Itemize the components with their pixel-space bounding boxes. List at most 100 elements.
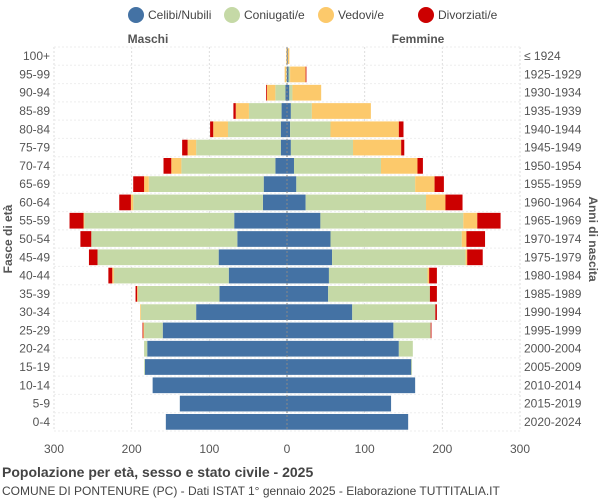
bar-male-coniugati-e [144,359,145,375]
age-group-label: 80-84 [19,122,50,136]
age-group-label: 55-59 [19,214,50,228]
birth-year-label: 1980-1984 [524,269,582,283]
x-tick-label: 100 [355,442,375,456]
bar-male-celibi-nubili [152,377,287,394]
bar-male-celibi-nubili [237,231,287,247]
bar-male-celibi-nubili [280,121,287,138]
bar-male-coniugati-e [275,84,286,101]
bar-male-celibi-nubili [144,359,287,375]
bar-female-celibi-nubili [287,249,333,266]
age-group-label: 5-9 [33,397,51,411]
bar-male-celibi-nubili [228,267,287,284]
bar-female-celibi-nubili [287,66,289,83]
bar-female-coniugati-e [290,139,354,156]
bar-female-coniugati-e [293,157,381,174]
age-group-label: 20-24 [19,342,50,356]
birth-year-label: 1950-1954 [524,159,582,173]
legend-swatch [318,7,334,23]
bar-female-divorziati-e [417,157,423,174]
bar-male-vedovi-e [144,176,149,193]
age-group-label: 70-74 [19,159,50,173]
bar-male-vedovi-e [171,157,182,174]
bar-female-vedovi-e [426,194,446,211]
x-tick-label: 200 [432,442,452,456]
bar-male-coniugati-e [113,267,229,284]
bar-male-coniugati-e [196,139,281,156]
bar-female-coniugati-e [320,212,464,229]
bar-male-coniugati-e [144,322,163,339]
age-group-label: 0-4 [33,415,51,429]
x-tick-label: 300 [510,442,530,456]
age-group-label: 60-64 [19,195,50,209]
bar-male-divorziati-e [182,139,188,156]
bar-female-divorziati-e [429,285,437,302]
bar-male-divorziati-e [119,194,131,211]
bar-female-coniugati-e [296,176,416,193]
bar-male-divorziati-e [80,231,92,247]
bar-female-vedovi-e [292,84,322,101]
bar-female-vedovi-e [311,103,371,119]
bar-male-coniugati-e [148,176,264,193]
legend-label: Coniugati/e [244,8,305,22]
bar-female-divorziati-e [445,194,463,211]
bar-male-divorziati-e [142,322,144,339]
birth-year-label: 1940-1944 [524,122,582,136]
birth-year-label: 1985-1989 [524,287,582,301]
bar-male-divorziati-e [233,103,236,119]
bar-female-coniugati-e [290,103,312,119]
bar-male-coniugati-e [137,285,220,302]
bar-female-divorziati-e [430,322,432,339]
bar-male-coniugati-e [133,194,263,211]
bar-female-vedovi-e [465,249,468,266]
bar-female-celibi-nubili [287,194,306,211]
bar-female-vedovi-e [353,139,402,156]
bar-female-coniugati-e [290,121,331,138]
bar-male-coniugati-e [84,212,235,229]
legend-swatch [224,7,240,23]
bar-female-divorziati-e [305,66,307,83]
bar-male-vedovi-e [140,304,141,321]
bar-male-vedovi-e [284,66,287,83]
bar-male-coniugati-e [181,157,276,174]
males-header: Maschi [128,32,169,46]
birth-year-label: 1995-1999 [524,323,582,337]
bar-male-divorziati-e [69,212,84,229]
bar-male-celibi-nubili [147,340,287,357]
y-axis-title-left: Fasce di età [1,204,15,273]
bar-male-celibi-nubili [275,157,287,174]
birth-year-label: 1955-1959 [524,177,582,191]
bar-female-vedovi-e [427,267,430,284]
bar-male-divorziati-e [133,176,145,193]
bar-male-celibi-nubili [179,395,287,412]
birth-year-label: 1925-1929 [524,67,582,81]
bar-male-divorziati-e [135,285,138,302]
bar-female-celibi-nubili [287,176,297,193]
bar-female-celibi-nubili [287,395,392,412]
birth-year-label: 1945-1949 [524,141,582,155]
bar-male-vedovi-e [130,194,134,211]
bar-female-celibi-nubili [287,139,291,156]
bar-female-celibi-nubili [287,413,409,430]
birth-year-label: 2020-2024 [524,415,582,429]
bar-female-celibi-nubili [287,377,416,394]
bar-female-divorziati-e [401,139,405,156]
bar-female-divorziati-e [435,304,437,321]
bar-male-coniugati-e [97,249,219,266]
birth-year-label: 2010-2014 [524,378,582,392]
bar-female-coniugati-e [330,231,462,247]
bar-male-celibi-nubili [234,212,287,229]
bar-male-divorziati-e [210,121,214,138]
bar-female-celibi-nubili [287,103,291,119]
bar-female-vedovi-e [287,48,290,65]
bar-female-coniugati-e [398,340,413,357]
population-pyramid-chart: 300 200 100 0 100 200 300 100+ ≤ 1924 95-99 1925-1… [1,7,600,456]
bar-female-vedovi-e [380,157,418,174]
bar-female-celibi-nubili [287,231,331,247]
bar-male-coniugati-e [144,340,148,357]
birth-year-label: 1975-1979 [524,250,582,264]
bar-female-divorziati-e [467,249,483,266]
bar-male-coniugati-e [286,66,287,83]
bar-female-celibi-nubili [287,285,329,302]
bar-female-celibi-nubili [287,340,399,357]
birth-year-label: 1935-1939 [524,104,582,118]
